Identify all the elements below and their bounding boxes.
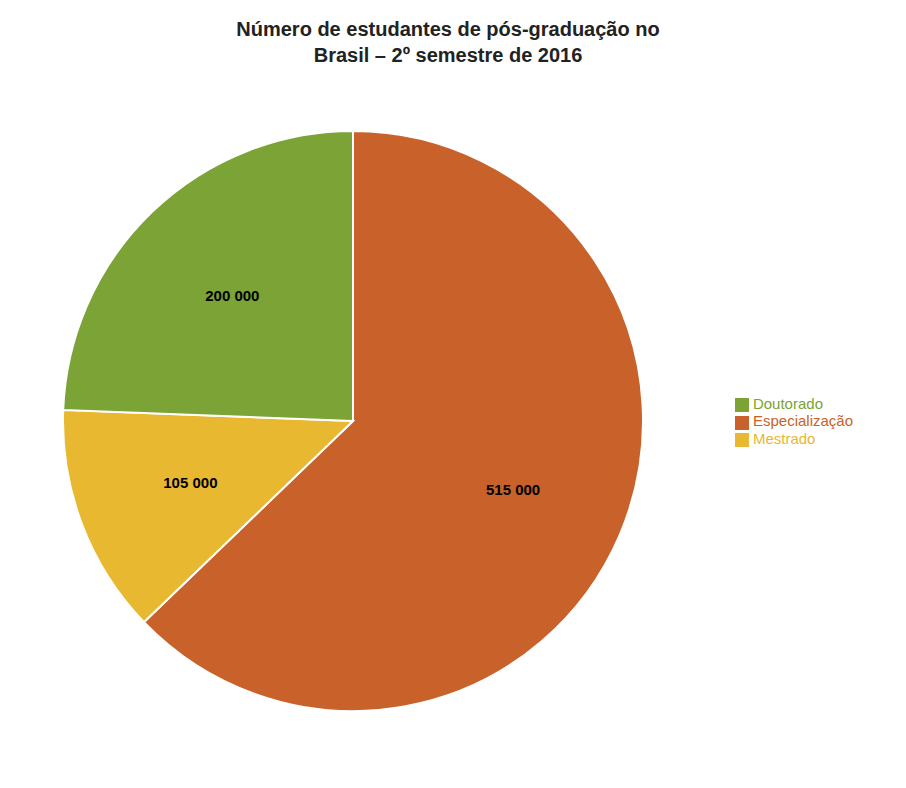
svg-text:515 000: 515 000 xyxy=(486,481,540,498)
svg-text:105 000: 105 000 xyxy=(163,474,217,491)
html-text:Número de estudantes de pós-gr: Número de estudantes de pós-graduação no xyxy=(236,18,660,40)
html-text:Brasil – 2º semestre de 2016: Brasil – 2º semestre de 2016 xyxy=(313,44,583,66)
html-text:Mestrado: Mestrado xyxy=(752,429,816,447)
html-text:Doutorado: Doutorado xyxy=(752,395,823,413)
html-text:Especialização: Especialização xyxy=(752,412,853,430)
svg-text:200 000: 200 000 xyxy=(205,287,259,304)
